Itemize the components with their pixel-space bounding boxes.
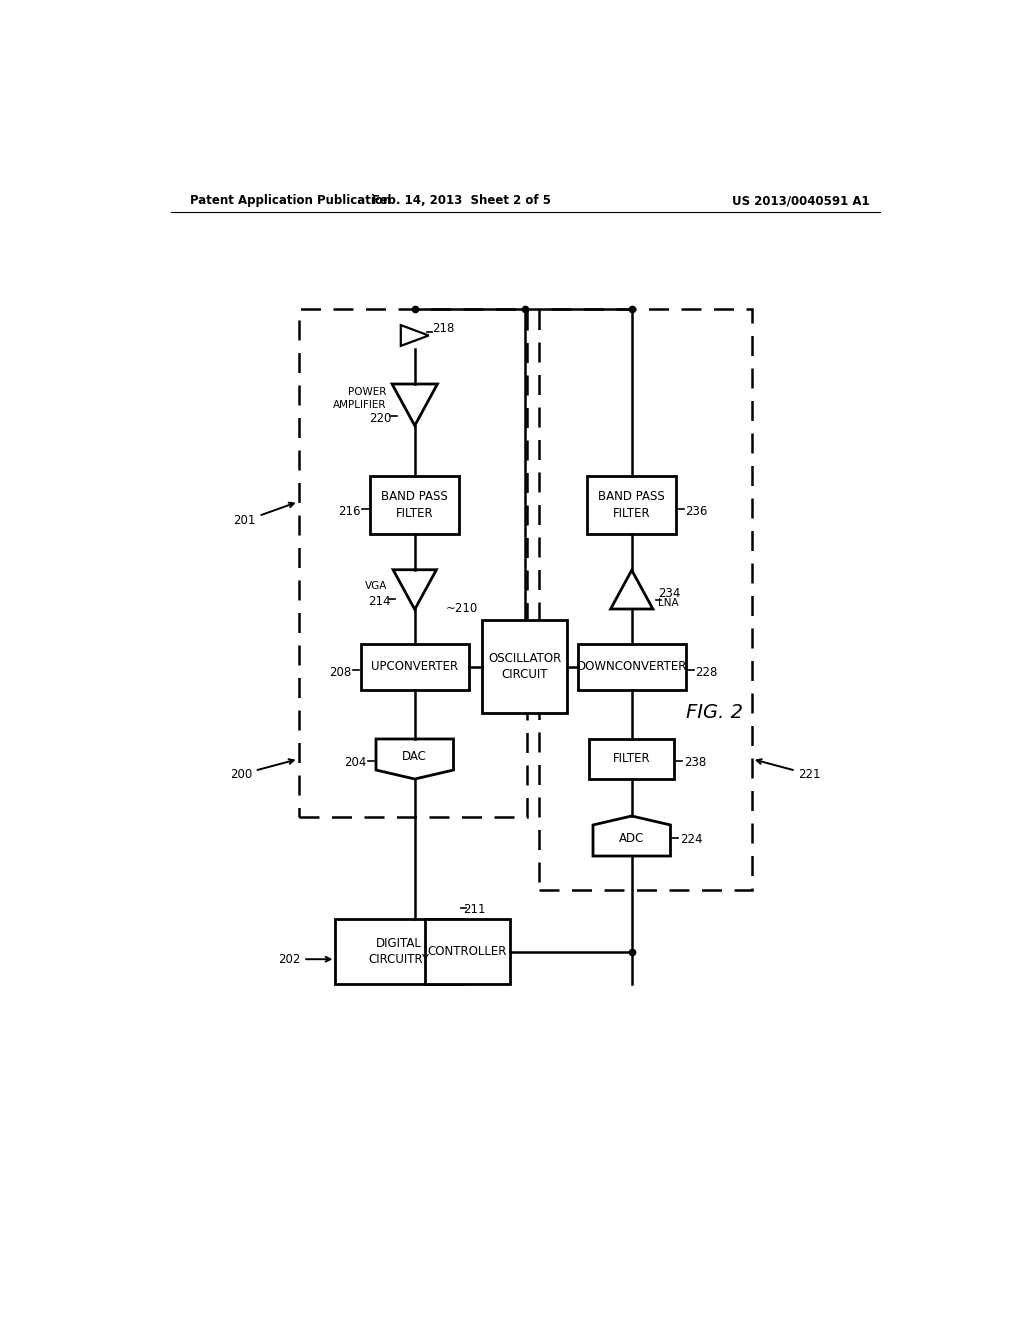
Text: 200: 200: [229, 759, 294, 781]
Text: 220: 220: [370, 412, 392, 425]
Bar: [539, 309, 752, 890]
Text: US 2013/0040591 A1: US 2013/0040591 A1: [732, 194, 870, 207]
Text: DAC: DAC: [402, 750, 427, 763]
Text: FILTER: FILTER: [613, 752, 650, 766]
Text: 202: 202: [279, 953, 331, 966]
Bar: [335, 919, 463, 985]
Bar: [578, 644, 686, 689]
Bar: [589, 739, 675, 779]
Bar: [587, 477, 676, 533]
Text: 211: 211: [464, 903, 486, 916]
Text: ADC: ADC: [620, 832, 644, 845]
Text: 238: 238: [684, 756, 706, 770]
Text: CONTROLLER: CONTROLLER: [428, 945, 507, 958]
Text: BAND PASS
FILTER: BAND PASS FILTER: [381, 490, 449, 520]
Text: 234: 234: [658, 587, 681, 601]
Text: UPCONVERTER: UPCONVERTER: [371, 660, 459, 673]
Text: 221: 221: [757, 759, 821, 781]
Text: 216: 216: [338, 504, 360, 517]
Text: BAND PASS
FILTER: BAND PASS FILTER: [598, 490, 666, 520]
Text: 236: 236: [686, 504, 708, 517]
Text: 228: 228: [695, 667, 718, 680]
Bar: [360, 644, 469, 689]
Text: Patent Application Publication: Patent Application Publication: [190, 194, 391, 207]
Bar: [371, 477, 460, 533]
Bar: [299, 309, 527, 817]
Text: FIG. 2: FIG. 2: [686, 704, 743, 722]
Bar: [482, 620, 567, 713]
Text: 218: 218: [432, 322, 455, 335]
Text: 208: 208: [329, 667, 351, 680]
Text: OSCILLATOR
CIRCUIT: OSCILLATOR CIRCUIT: [488, 652, 561, 681]
Text: LNA: LNA: [658, 598, 679, 607]
Text: 201: 201: [233, 503, 294, 528]
Text: Feb. 14, 2013  Sheet 2 of 5: Feb. 14, 2013 Sheet 2 of 5: [372, 194, 551, 207]
Text: 224: 224: [680, 833, 702, 846]
Text: ~210: ~210: [446, 602, 478, 615]
Text: DOWNCONVERTER: DOWNCONVERTER: [577, 660, 687, 673]
Text: DIGITAL
CIRCUITRY: DIGITAL CIRCUITRY: [369, 937, 430, 966]
Text: VGA: VGA: [365, 581, 387, 591]
Bar: [425, 919, 510, 985]
Text: 214: 214: [368, 594, 390, 607]
Text: 204: 204: [344, 756, 367, 770]
Text: POWER
AMPLIFIER: POWER AMPLIFIER: [334, 388, 387, 409]
